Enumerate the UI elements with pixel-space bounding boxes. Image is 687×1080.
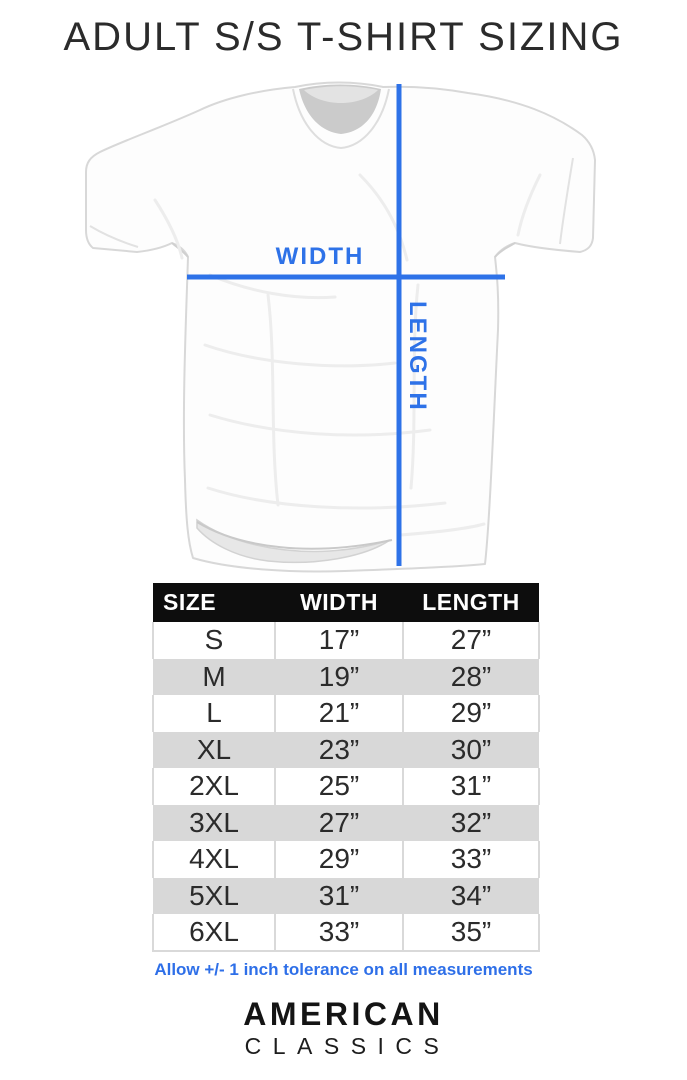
table-header-row: SIZE WIDTH LENGTH — [153, 583, 539, 622]
width-cell: 29” — [274, 841, 404, 878]
width-cell: 25” — [274, 768, 404, 805]
fabric-wrinkles — [153, 173, 542, 537]
width-cell: 17” — [274, 622, 404, 659]
length-cell: 33” — [402, 841, 540, 878]
collar-back-band — [304, 86, 378, 103]
header-size: SIZE — [153, 583, 275, 622]
size-cell: L — [152, 695, 276, 732]
table-row: 2XL 25” 31” — [152, 768, 540, 805]
table-row: L 21” 29” — [152, 695, 540, 732]
brand-logo: AMERICAN CLASSICS — [0, 996, 687, 1060]
brand-name-classics: CLASSICS — [244, 1033, 451, 1060]
right-cuff-crease — [559, 157, 574, 245]
collar-band-edge — [292, 88, 390, 150]
header-width: WIDTH — [275, 583, 403, 622]
length-cell: 29” — [402, 695, 540, 732]
width-cell: 23” — [275, 731, 403, 768]
tolerance-note: Allow +/- 1 inch tolerance on all measur… — [154, 960, 533, 979]
size-cell: 5XL — [153, 877, 275, 914]
hem-fold-crease — [196, 521, 393, 550]
length-cell: 32” — [403, 804, 539, 841]
size-cell: 3XL — [153, 804, 275, 841]
length-cell: 35” — [402, 914, 540, 952]
length-cell: 31” — [402, 768, 540, 805]
size-cell: 6XL — [152, 914, 276, 952]
brand-name-american: AMERICAN — [243, 996, 444, 1032]
tshirt-image — [85, 81, 596, 573]
width-cell: 27” — [275, 804, 403, 841]
size-cell: XL — [153, 731, 275, 768]
width-cell: 21” — [274, 695, 404, 732]
tshirt-diagram — [60, 80, 630, 580]
length-cell: 30” — [403, 731, 539, 768]
table-row: S 17” 27” — [152, 622, 540, 659]
table-row: 3XL 27” 32” — [153, 804, 539, 841]
width-cell: 31” — [275, 877, 403, 914]
width-cell: 33” — [274, 914, 404, 952]
width-cell: 19” — [275, 658, 403, 695]
length-cell: 34” — [403, 877, 539, 914]
table-row: M 19” 28” — [153, 658, 539, 695]
width-label: WIDTH — [275, 243, 365, 270]
table-row: XL 23” 30” — [153, 731, 539, 768]
shirt-silhouette — [85, 81, 596, 573]
length-label: LENGTH — [404, 301, 431, 412]
left-cuff-crease — [89, 225, 139, 248]
right-armpit-shadow — [494, 242, 516, 258]
header-length: LENGTH — [403, 583, 539, 622]
table-row: 6XL 33” 35” — [152, 914, 540, 952]
size-cell: S — [152, 622, 276, 659]
length-cell: 28” — [403, 658, 539, 695]
table-row: 5XL 31” 34” — [153, 877, 539, 914]
size-cell: 4XL — [152, 841, 276, 878]
table-row: 4XL 29” 33” — [152, 841, 540, 878]
size-chart-table: SIZE WIDTH LENGTH S 17” 27” M 19” 28” L … — [152, 583, 540, 952]
page-title: ADULT S/S T-SHIRT SIZING — [63, 15, 624, 59]
size-cell: M — [153, 658, 275, 695]
length-cell: 27” — [402, 622, 540, 659]
size-cell: 2XL — [152, 768, 276, 805]
